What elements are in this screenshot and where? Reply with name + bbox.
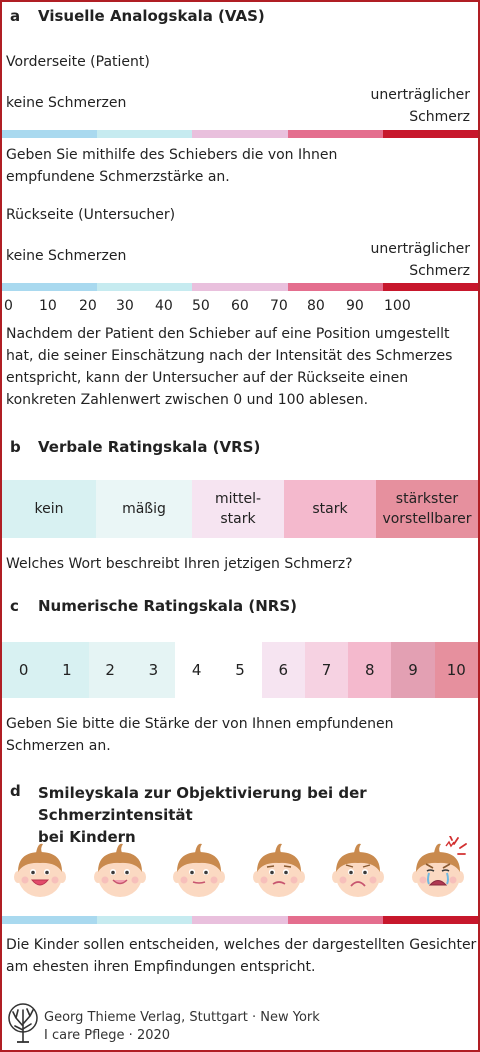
- vas-front-instruction: Geben Sie mithilfe des Schiebers die von…: [6, 147, 338, 185]
- scale-segment: [2, 283, 98, 291]
- section-b-title: Verbale Ratingskala (VRS): [38, 438, 261, 456]
- scale-segment: [287, 130, 383, 138]
- sad-face-icon: [328, 836, 390, 902]
- vas-tick-label: 30: [116, 298, 134, 314]
- scale-segment: [382, 283, 478, 291]
- vrs-cell: mittel-stark: [192, 480, 284, 538]
- nrs-cell: 1: [45, 642, 89, 698]
- vas-tick-label: 60: [231, 298, 249, 314]
- smiley-scale-bar: [2, 916, 478, 924]
- nrs-cell: 5: [218, 642, 262, 698]
- smiley-faces-row: [10, 836, 470, 902]
- section-d-letter: d: [10, 782, 21, 800]
- nrs-scale: 0 1 2 3 4 5 6 7 8 9 10: [2, 642, 478, 698]
- vrs-scale: kein mäßig mittel-stark stark stärkster vorst…: [2, 480, 478, 538]
- vas-front-right-label: unerträglicher Schmerz: [370, 87, 470, 125]
- nrs-instruction: Geben Sie bitte die Stärke der von Ihnen…: [6, 716, 394, 754]
- smiley-explanation: Die Kinder sollen entscheiden, welches d…: [6, 937, 477, 975]
- back-side-label: Rückseite (Untersucher): [6, 207, 176, 223]
- neutral-face-icon: [169, 836, 231, 902]
- vas-front-left-label: keine Schmerzen: [6, 95, 127, 111]
- vas-back-left-label: keine Schmerzen: [6, 248, 127, 264]
- frowning-face-icon: [249, 836, 311, 902]
- section-c-letter: c: [10, 597, 19, 615]
- vrs-cell: stark: [284, 480, 376, 538]
- vas-tick-label: 50: [192, 298, 210, 314]
- scale-segment: [97, 916, 193, 924]
- vas-tick-label: 20: [79, 298, 97, 314]
- section-d-title: Smileyskala zur Objektivierung bei der S…: [38, 784, 367, 846]
- vas-tick-label: 0: [4, 298, 13, 314]
- vrs-cell: kein: [2, 480, 96, 538]
- vrs-cell: mäßig: [96, 480, 192, 538]
- nrs-cell: 0: [2, 642, 46, 698]
- vas-tick-labels: 0 10 20 30 40 50 60 70 80 90 100: [2, 298, 478, 318]
- nrs-cell: 8: [348, 642, 392, 698]
- vas-back-explanation: Nachdem der Patient den Schieber auf ein…: [6, 326, 453, 408]
- section-c-title: Numerische Ratingskala (NRS): [38, 597, 297, 615]
- scale-segment: [2, 130, 98, 138]
- vas-front-scale-bar: [2, 130, 478, 138]
- scale-segment: [382, 916, 478, 924]
- scale-segment: [192, 916, 288, 924]
- nrs-cell: 6: [261, 642, 305, 698]
- scale-segment: [287, 283, 383, 291]
- crying-face-icon: [408, 836, 470, 902]
- thieme-tree-logo: [6, 1002, 40, 1050]
- nrs-cell: 10: [434, 642, 478, 698]
- vas-tick-label: 10: [39, 298, 57, 314]
- nrs-cell: 2: [88, 642, 132, 698]
- section-a-title: Visuelle Analogskala (VAS): [38, 7, 265, 25]
- scale-segment: [192, 130, 288, 138]
- scale-segment: [382, 130, 478, 138]
- scale-segment: [287, 916, 383, 924]
- laughing-face-icon: [10, 836, 72, 902]
- scale-segment: [2, 916, 98, 924]
- vas-tick-label: 100: [384, 298, 411, 314]
- publisher-credit: Georg Thieme Verlag, Stuttgart · New Yor…: [44, 1010, 320, 1043]
- scale-segment: [97, 130, 193, 138]
- vas-back-scale-bar: [2, 283, 478, 291]
- vas-tick-label: 80: [307, 298, 325, 314]
- section-b-letter: b: [10, 438, 21, 456]
- scale-segment: [192, 283, 288, 291]
- smiling-face-icon: [90, 836, 152, 902]
- vas-back-right-label: unerträglicher Schmerz: [370, 241, 470, 279]
- nrs-cell: 7: [304, 642, 349, 698]
- front-side-label: Vorderseite (Patient): [6, 54, 150, 70]
- nrs-cell: 3: [131, 642, 176, 698]
- nrs-cell: 4: [175, 642, 219, 698]
- vas-tick-label: 70: [270, 298, 288, 314]
- vas-tick-label: 90: [346, 298, 364, 314]
- section-a-letter: a: [10, 7, 21, 25]
- nrs-cell: 9: [391, 642, 435, 698]
- vrs-cell: stärkster vorstellbarer: [376, 480, 478, 538]
- vrs-question: Welches Wort beschreibt Ihren jetzigen S…: [6, 556, 353, 572]
- vas-tick-label: 40: [155, 298, 173, 314]
- scale-segment: [97, 283, 193, 291]
